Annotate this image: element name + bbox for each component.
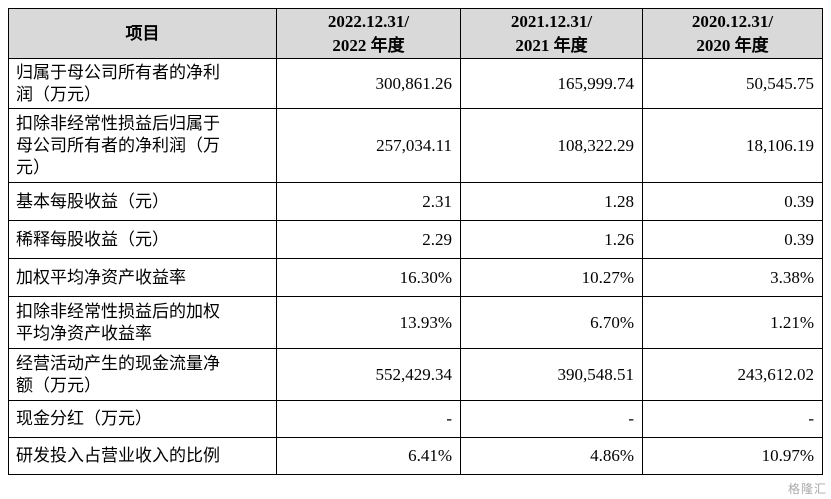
row-label: 基本每股收益（元） bbox=[8, 182, 277, 221]
table-row: 归属于母公司所有者的净利 润（万元） 300,861.26 165,999.74 50,… bbox=[8, 58, 823, 109]
value-2020: - bbox=[642, 400, 823, 438]
table-row: 现金分红（万元） - - - bbox=[8, 400, 823, 438]
header-2020-date: 2020.12.31/ bbox=[691, 11, 774, 31]
header-2022-date: 2022.12.31/ bbox=[327, 11, 410, 31]
value-2020: 243,612.02 bbox=[642, 348, 823, 401]
value-2022: - bbox=[276, 400, 461, 438]
value-2021: 1.26 bbox=[460, 220, 643, 259]
row-label: 稀释每股收益（元） bbox=[8, 220, 277, 259]
value-2020: 0.39 bbox=[642, 220, 823, 259]
header-item: 项目 bbox=[8, 8, 277, 59]
row-label: 扣除非经常性损益后的加权 平均净资产收益率 bbox=[8, 296, 277, 349]
value-2021: 6.70% bbox=[460, 296, 643, 349]
table-row: 扣除非经常性损益后的加权 平均净资产收益率 13.93% 6.70% 1.21% bbox=[8, 296, 823, 349]
header-2021-year: 2021 年度 bbox=[515, 35, 588, 55]
value-2021: 10.27% bbox=[460, 258, 643, 297]
row-label-line: 基本每股收益（元） bbox=[16, 191, 169, 211]
table-row: 基本每股收益（元） 2.31 1.28 0.39 bbox=[8, 182, 823, 221]
row-label-line: 额（万元） bbox=[16, 375, 101, 395]
value-2020: 50,545.75 bbox=[642, 58, 823, 109]
row-label: 现金分红（万元） bbox=[8, 400, 277, 438]
value-2021: - bbox=[460, 400, 643, 438]
row-label-line: 归属于母公司所有者的净利 bbox=[16, 62, 220, 82]
value-2021: 4.86% bbox=[460, 437, 643, 475]
header-2020-year: 2020 年度 bbox=[696, 35, 769, 55]
value-2022: 2.29 bbox=[276, 220, 461, 259]
row-label: 加权平均净资产收益率 bbox=[8, 258, 277, 297]
row-label-line: 母公司所有者的净利润（万 bbox=[16, 135, 220, 155]
table-row: 扣除非经常性损益后归属于 母公司所有者的净利润（万 元） 257,034.11 108,… bbox=[8, 108, 823, 183]
row-label: 扣除非经常性损益后归属于 母公司所有者的净利润（万 元） bbox=[8, 108, 277, 183]
table-row: 加权平均净资产收益率 16.30% 10.27% 3.38% bbox=[8, 258, 823, 297]
row-label-line: 扣除非经常性损益后的加权 bbox=[16, 301, 220, 321]
value-2022: 2.31 bbox=[276, 182, 461, 221]
value-2020: 0.39 bbox=[642, 182, 823, 221]
header-2022: 2022.12.31/ 2022 年度 bbox=[276, 8, 461, 59]
row-label-line: 经营活动产生的现金流量净 bbox=[16, 353, 220, 373]
row-label: 研发投入占营业收入的比例 bbox=[8, 437, 277, 475]
value-2021: 165,999.74 bbox=[460, 58, 643, 109]
row-label-line: 稀释每股收益（元） bbox=[16, 229, 169, 249]
value-2020: 10.97% bbox=[642, 437, 823, 475]
table-row: 经营活动产生的现金流量净 额（万元） 552,429.34 390,548.51 243… bbox=[8, 348, 823, 401]
value-2021: 390,548.51 bbox=[460, 348, 643, 401]
value-2022: 257,034.11 bbox=[276, 108, 461, 183]
value-2022: 13.93% bbox=[276, 296, 461, 349]
header-2021: 2021.12.31/ 2021 年度 bbox=[460, 8, 643, 59]
value-2022: 6.41% bbox=[276, 437, 461, 475]
row-label-line: 元） bbox=[16, 157, 50, 177]
header-2020: 2020.12.31/ 2020 年度 bbox=[642, 8, 823, 59]
value-2022: 16.30% bbox=[276, 258, 461, 297]
row-label-line: 平均净资产收益率 bbox=[16, 323, 152, 343]
table-row: 研发投入占营业收入的比例 6.41% 4.86% 10.97% bbox=[8, 437, 823, 475]
row-label: 归属于母公司所有者的净利 润（万元） bbox=[8, 58, 277, 109]
watermark-logo: 格隆汇 bbox=[787, 482, 827, 496]
header-2022-year: 2022 年度 bbox=[332, 35, 405, 55]
row-label-line: 研发投入占营业收入的比例 bbox=[16, 446, 220, 465]
row-label-line: 扣除非经常性损益后归属于 bbox=[16, 113, 220, 133]
value-2020: 18,106.19 bbox=[642, 108, 823, 183]
value-2022: 552,429.34 bbox=[276, 348, 461, 401]
header-item-label: 项目 bbox=[125, 23, 160, 43]
row-label-line: 现金分红（万元） bbox=[16, 409, 152, 428]
row-label-line: 润（万元） bbox=[16, 84, 101, 104]
header-2021-date: 2021.12.31/ bbox=[510, 11, 593, 31]
value-2020: 1.21% bbox=[642, 296, 823, 349]
table-row: 稀释每股收益（元） 2.29 1.26 0.39 bbox=[8, 220, 823, 259]
row-label-line: 加权平均净资产收益率 bbox=[16, 267, 186, 287]
value-2020: 3.38% bbox=[642, 258, 823, 297]
value-2021: 108,322.29 bbox=[460, 108, 643, 183]
value-2021: 1.28 bbox=[460, 182, 643, 221]
value-2022: 300,861.26 bbox=[276, 58, 461, 109]
header-row: 项目 2022.12.31/ 2022 年度 2021.12.31/ 2021 … bbox=[8, 8, 823, 59]
row-label: 经营活动产生的现金流量净 额（万元） bbox=[8, 348, 277, 401]
financial-table: 项目 2022.12.31/ 2022 年度 2021.12.31/ 2021 … bbox=[8, 8, 823, 475]
